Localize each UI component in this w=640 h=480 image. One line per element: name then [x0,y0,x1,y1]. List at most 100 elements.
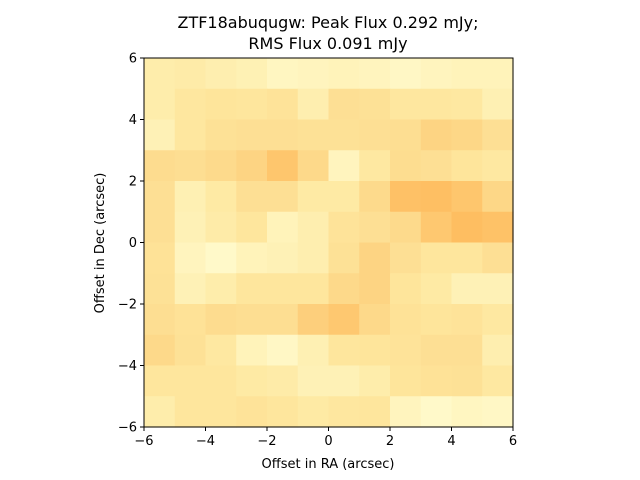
heatmap-cell [174,365,207,397]
heatmap-cell [328,396,360,428]
heatmap-cell [297,396,330,428]
heatmap-cell [144,58,176,90]
heatmap-cell [205,334,237,367]
y-tick-label: 2 [129,175,137,190]
heatmap-cell [267,334,299,367]
heatmap-cell [205,273,237,305]
heatmap-cell [236,365,268,397]
heatmap-cell [359,396,391,428]
heatmap-cell [482,365,514,397]
heatmap-cell [174,119,207,151]
heatmap-cell [451,304,483,336]
heatmap-cell [328,304,360,336]
y-tick-label: −4 [118,359,137,374]
heatmap-cell [451,396,483,428]
heatmap-cell [205,304,237,336]
heatmap-cell [205,88,237,121]
x-tick-label: −4 [196,434,215,449]
heatmap-cell [174,396,207,428]
heatmap-cell [144,181,176,213]
heatmap-cell [236,58,268,90]
heatmap-cell [420,396,453,428]
heatmap-cell [297,304,330,336]
x-axis-label: Offset in RA (arcsec) [262,457,395,472]
heatmap-cell [451,58,483,90]
heatmap-cell [359,304,391,336]
heatmap-cell [328,181,360,213]
heatmap-cells [144,58,514,428]
heatmap-cell [359,150,391,182]
heatmap-cell [359,365,391,397]
heatmap-cell [144,365,176,397]
heatmap-cell [328,211,360,244]
y-tick-label: −6 [118,421,137,436]
heatmap-cell [267,365,299,397]
chart-title-line2: RMS Flux 0.091 mJy [248,34,407,53]
heatmap-cell [267,150,299,182]
heatmap-cell [328,58,360,90]
heatmap-cell [267,304,299,336]
heatmap-cell [297,334,330,367]
heatmap-cell [328,88,360,121]
heatmap-cell [297,58,330,90]
heatmap-cell [482,334,514,367]
heatmap-cell [267,119,299,151]
heatmap-cell [236,242,268,274]
heatmap-cell [482,119,514,151]
heatmap-cell [390,273,422,305]
heatmap-cell [236,88,268,121]
heatmap-cell [236,211,268,244]
heatmap-cell [482,88,514,121]
heatmap-cell [482,304,514,336]
heatmap-cell [328,242,360,274]
heatmap-cell [482,211,514,244]
heatmap-cell [144,88,176,121]
heatmap-cell [390,58,422,90]
heatmap-cell [359,334,391,367]
heatmap-cell [236,396,268,428]
heatmap-cell [420,88,453,121]
x-tick-label: 6 [509,434,517,449]
heatmap-cell [236,181,268,213]
heatmap-cell [420,211,453,244]
y-tick-label: 0 [129,236,137,251]
heatmap-cell [267,396,299,428]
x-tick-label: −6 [134,434,153,449]
heatmap-cell [451,334,483,367]
heatmap-cell [267,181,299,213]
heatmap-cell [451,181,483,213]
heatmap-cell [390,181,422,213]
heatmap-cell [420,150,453,182]
heatmap-cell [451,242,483,274]
heatmap-cell [297,181,330,213]
heatmap-cell [205,396,237,428]
y-tick-label: 4 [129,113,137,128]
heatmap-cell [144,334,176,367]
heatmap-cell [482,58,514,90]
heatmap-cell [359,211,391,244]
heatmap-cell [144,396,176,428]
heatmap-cell [144,119,176,151]
heatmap-cell [482,396,514,428]
heatmap-cell [297,242,330,274]
heatmap-cell [267,58,299,90]
heatmap-cell [174,242,207,274]
heatmap-cell [451,119,483,151]
heatmap-cell [205,242,237,274]
x-tick-label: 2 [386,434,394,449]
heatmap-cell [359,273,391,305]
heatmap-cell [174,273,207,305]
heatmap-cell [420,365,453,397]
heatmap-cell [236,334,268,367]
heatmap-cell [205,365,237,397]
heatmap-cell [451,273,483,305]
heatmap-cell [328,273,360,305]
y-tick-label: 6 [129,52,137,67]
heatmap-cell [236,119,268,151]
heatmap-cell [236,304,268,336]
heatmap-cell [267,211,299,244]
heatmap-cell [297,150,330,182]
x-axis-ticks: −6 −4 −2 0 2 4 6 [134,427,517,449]
heatmap-cell [482,150,514,182]
